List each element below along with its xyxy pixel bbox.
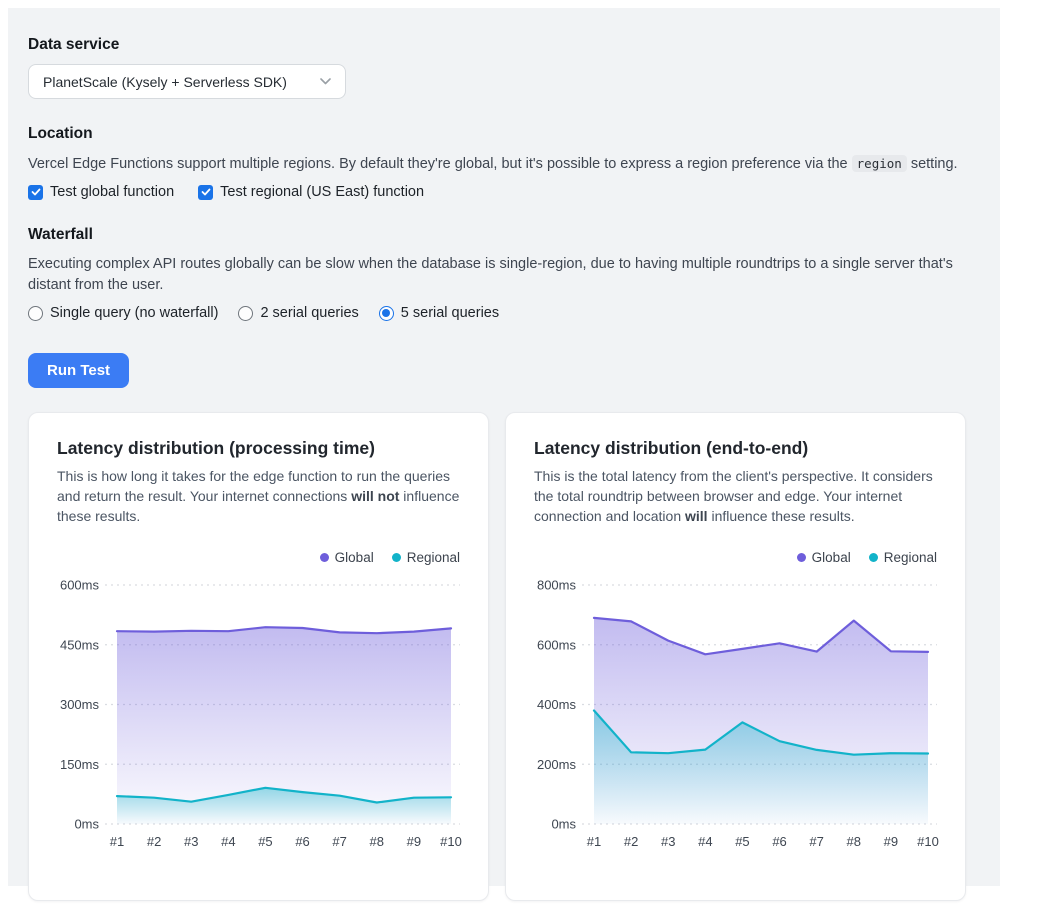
x-axis-tick-label: #6: [772, 834, 786, 849]
legend-label: Regional: [883, 550, 937, 565]
run-test-button[interactable]: Run Test: [28, 353, 130, 388]
x-axis-tick-label: #5: [258, 834, 272, 849]
x-axis-tick-label: #1: [110, 834, 124, 849]
card-end-to-end: Latency distribution (end-to-end) This i…: [505, 412, 966, 901]
radio-unselected-icon[interactable]: [238, 305, 254, 321]
card-title: Latency distribution (end-to-end): [534, 438, 809, 458]
x-axis-tick-label: #1: [587, 834, 601, 849]
x-axis-tick-label: #3: [184, 834, 198, 849]
regional-series-area: [594, 710, 928, 824]
checkbox-label: Test regional (US East) function: [220, 184, 425, 200]
x-axis-tick-label: #2: [624, 834, 638, 849]
data-service-select[interactable]: PlanetScale (Kysely + Serverless SDK): [28, 64, 346, 99]
global-series-line: [115, 626, 453, 635]
x-axis-tick-label: #10: [440, 834, 462, 849]
y-axis-tick-label: 150ms: [60, 757, 100, 772]
y-axis-tick-label: 800ms: [537, 578, 577, 593]
location-description: Vercel Edge Functions support multiple r…: [28, 155, 958, 172]
latency-area-chart: 0ms 150ms 300ms 450ms 600ms #1 #2 #3 #4 #5 #6 #7 #8 #…: [60, 578, 462, 850]
waterfall-heading: Waterfall: [28, 226, 93, 243]
radio-item-0[interactable]: Single query (no waterfall): [28, 305, 218, 321]
x-axis-tick-label: #9: [884, 834, 898, 849]
location-heading: Location: [28, 125, 93, 142]
x-axis-tick-label: #4: [221, 834, 235, 849]
chart-legend: Global Regional: [57, 550, 460, 565]
emphasized-text: will not: [351, 488, 400, 504]
card-description: This is how long it takes for the edge f…: [57, 468, 460, 524]
x-axis-tick-label: #8: [847, 834, 861, 849]
x-axis-tick-label: #9: [407, 834, 421, 849]
y-axis-tick-label: 200ms: [537, 757, 577, 772]
legend-item-regional: Regional: [868, 550, 937, 565]
regional-series-line: [592, 709, 930, 756]
legend-dot-regional: [868, 553, 878, 562]
radio-unselected-icon[interactable]: [28, 305, 43, 321]
chart-legend: Global Regional: [534, 550, 937, 565]
x-axis-tick-label: #7: [332, 834, 346, 849]
regional-series-line: [115, 786, 453, 804]
radio-item-1[interactable]: 2 serial queries: [238, 305, 359, 321]
legend-item-regional: Regional: [391, 550, 460, 565]
x-axis-tick-label: #7: [809, 834, 823, 849]
x-axis-tick-label: #2: [147, 834, 161, 849]
checkbox-item-global[interactable]: Test global function: [28, 184, 174, 200]
global-series-line: [592, 616, 930, 656]
data-service-heading: Data service: [28, 36, 120, 53]
legend-label: Regional: [406, 550, 460, 565]
radio-dot: [382, 309, 391, 317]
legend-label: Global: [334, 550, 374, 565]
legend-dot-regional: [391, 553, 401, 562]
y-axis-tick-label: 450ms: [60, 637, 100, 652]
waterfall-radio-group: Single query (no waterfall) 2 serial quer…: [28, 305, 980, 321]
radio-item-2[interactable]: 5 serial queries: [378, 305, 500, 321]
x-axis-tick-label: #3: [661, 834, 675, 849]
y-axis-tick-label: 0ms: [551, 817, 576, 832]
checkbox-checked-icon[interactable]: [198, 184, 214, 200]
location-checkbox-group: Test global function Test regional (US Ea…: [28, 184, 980, 200]
settings-panel: Data service PlanetScale (Kysely + Serve…: [8, 8, 1000, 901]
y-axis-tick-label: 600ms: [60, 578, 100, 593]
region-code-chip: region: [851, 155, 907, 172]
legend-dot-global: [796, 553, 806, 562]
regional-series-area: [117, 787, 451, 824]
y-axis-tick-label: 300ms: [60, 697, 100, 712]
legend-dot-global: [319, 553, 329, 562]
x-axis-tick-label: #4: [698, 834, 712, 849]
global-series-area: [117, 627, 451, 824]
radio-label: 5 serial queries: [400, 305, 500, 321]
checkbox-item-regional[interactable]: Test regional (US East) function: [198, 184, 424, 200]
x-axis-tick-label: #8: [370, 834, 384, 849]
legend-label: Global: [811, 550, 851, 565]
latency-area-chart: 0ms 200ms 400ms 600ms 800ms #1 #2 #3 #4 #5 #6 #7 #8 #…: [537, 578, 939, 850]
emphasized-text: will: [685, 508, 708, 524]
checkbox-checked-icon[interactable]: [28, 184, 43, 200]
radio-selected-icon[interactable]: [378, 305, 394, 321]
data-service-selected-value: PlanetScale (Kysely + Serverless SDK): [43, 73, 287, 90]
charts-row: Latency distribution (processing time) T…: [28, 412, 980, 901]
latency-chart-end-to-end: 0ms 200ms 400ms 600ms 800ms #1 #2 #3 #4 #5 #6 #7 #8 #…: [534, 571, 939, 856]
radio-label: Single query (no waterfall): [50, 305, 219, 321]
card-processing-time: Latency distribution (processing time) T…: [28, 412, 489, 901]
card-title: Latency distribution (processing time): [57, 438, 375, 458]
waterfall-description: Executing complex API routes globally ca…: [28, 256, 953, 293]
card-description: This is the total latency from the clien…: [534, 468, 933, 524]
x-axis-tick-label: #10: [917, 834, 939, 849]
radio-label: 2 serial queries: [260, 305, 359, 321]
chevron-down-icon: [320, 78, 331, 85]
x-axis-tick-label: #5: [735, 834, 749, 849]
x-axis-tick-label: #6: [295, 834, 309, 849]
y-axis-tick-label: 400ms: [537, 697, 577, 712]
checkbox-label: Test global function: [50, 184, 175, 200]
legend-item-global: Global: [796, 550, 851, 565]
legend-item-global: Global: [319, 550, 374, 565]
y-axis-tick-label: 0ms: [74, 817, 99, 832]
latency-chart-processing: 0ms 150ms 300ms 450ms 600ms #1 #2 #3 #4 #5 #6 #7 #8 #…: [57, 571, 462, 856]
y-axis-tick-label: 600ms: [537, 637, 577, 652]
